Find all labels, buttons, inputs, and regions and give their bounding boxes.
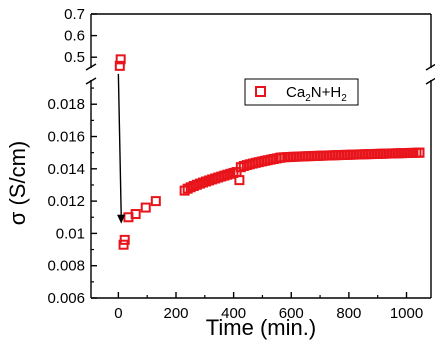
- lower-y-tick-label: 0.012: [47, 193, 85, 210]
- lower-y-tick-label: 0.018: [47, 96, 85, 113]
- x-tick-label: 800: [336, 305, 361, 322]
- data-point-square: [130, 209, 141, 220]
- data-point-square: [414, 147, 425, 158]
- x-tick-label: 1000: [390, 305, 423, 322]
- data-point-square: [115, 54, 126, 65]
- lower-y-tick-label: 0.006: [47, 290, 85, 307]
- x-tick-label: 400: [221, 305, 246, 322]
- lower-y-axis-ticks: 0.006 0.008 0.01 0.012 0.014 0.016 0.018: [47, 87, 97, 307]
- y-axis-label: σ (S/cm): [5, 141, 30, 225]
- x-axis-label: Time (min.): [206, 315, 316, 340]
- legend-label: Ca2N+H2: [286, 84, 347, 104]
- upper-y-tick-label: 0.7: [64, 6, 85, 23]
- x-tick-label: 200: [163, 305, 188, 322]
- lower-y-tick-label: 0.01: [56, 225, 85, 242]
- break-mark-right-top: [425, 63, 435, 71]
- data-markers: [114, 54, 425, 250]
- legend-box: [244, 78, 359, 106]
- data-point-square: [150, 196, 161, 207]
- arrow-shaft: [117, 73, 122, 218]
- data-point-square: [114, 60, 125, 71]
- break-mark-left-top: [85, 63, 97, 71]
- lower-y-tick-label: 0.014: [47, 161, 85, 178]
- x-tick-label: 0: [114, 305, 122, 322]
- upper-y-tick-label: 0.5: [64, 49, 85, 66]
- upper-y-axis-ticks: 0.5 0.6 0.7: [64, 6, 97, 66]
- x-tick-label: 600: [279, 305, 304, 322]
- data-point-square: [140, 202, 151, 213]
- data-point-square: [119, 234, 130, 245]
- axis-break-marks: [85, 63, 435, 85]
- legend: Ca2N+H2: [244, 78, 359, 106]
- annotation-arrow: [117, 73, 126, 224]
- lower-y-tick-label: 0.008: [47, 258, 85, 275]
- arrow-head: [117, 214, 126, 224]
- lower-y-tick-label: 0.016: [47, 129, 85, 146]
- x-axis-ticks: 0 200 400 600 800 1000: [114, 292, 423, 322]
- break-mark-left-bottom: [85, 77, 97, 85]
- upper-y-tick-label: 0.6: [64, 28, 85, 45]
- break-mark-right-bottom: [425, 77, 435, 85]
- legend-marker: [255, 86, 266, 97]
